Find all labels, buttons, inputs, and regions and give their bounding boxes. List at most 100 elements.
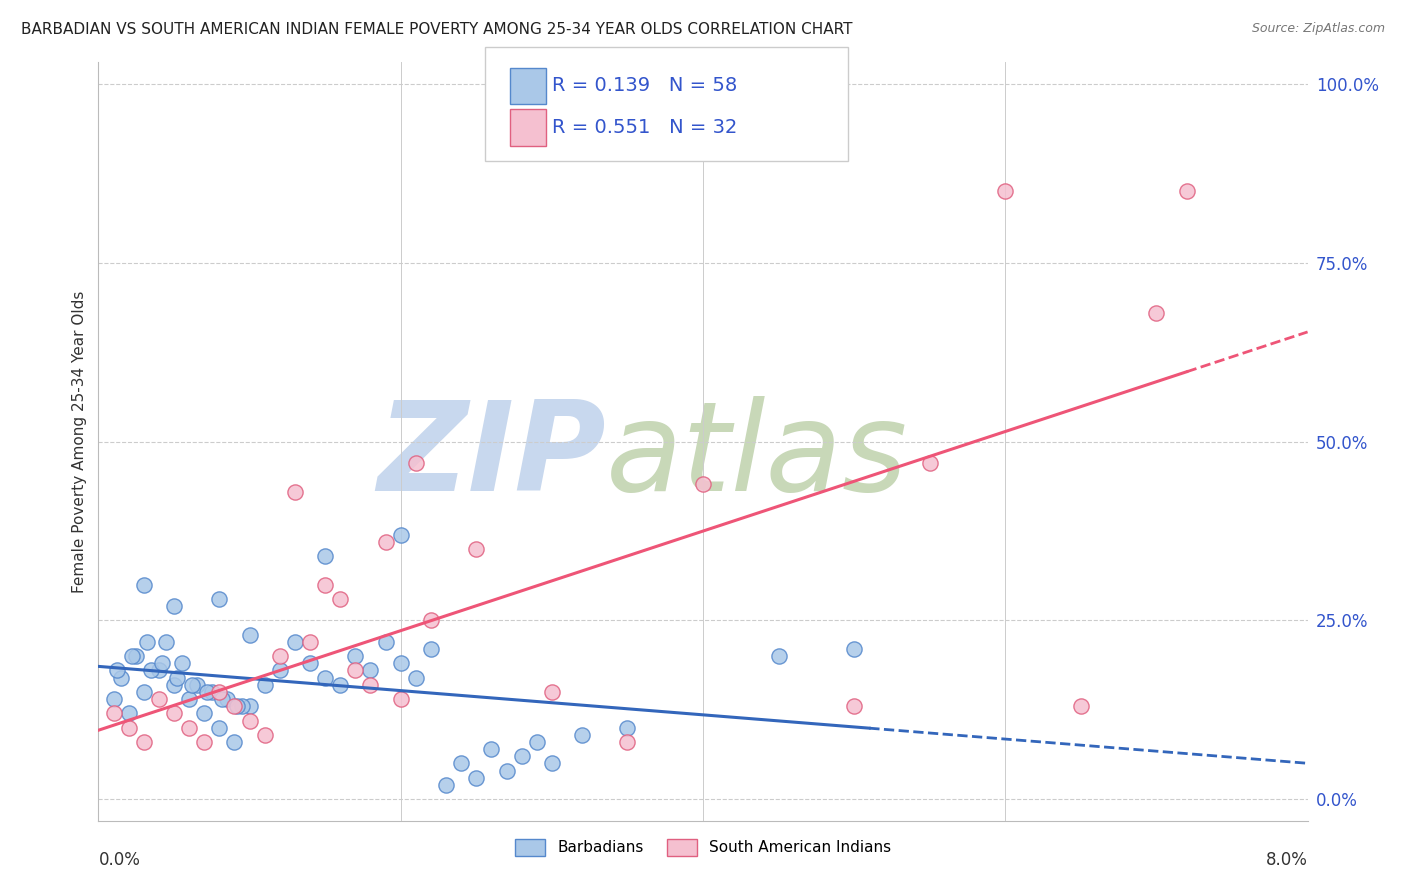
Point (314, 549, 336, 563)
Point (481, 742, 503, 756)
Point (125, 649, 148, 664)
Point (465, 541, 488, 556)
Point (132, 685, 155, 699)
Point (918, 456, 941, 470)
Point (148, 692, 170, 706)
Point (163, 678, 186, 692)
Point (420, 613, 443, 627)
Point (118, 706, 141, 721)
Point (526, 735, 548, 749)
Point (226, 699, 249, 714)
Point (692, 477, 714, 491)
Point (193, 706, 215, 721)
Point (224, 699, 246, 714)
Point (284, 484, 307, 499)
Point (314, 671, 336, 685)
Point (239, 714, 262, 728)
Point (179, 721, 201, 735)
Point (231, 699, 253, 714)
Point (299, 657, 322, 671)
Point (103, 706, 125, 721)
Point (1175, 184, 1198, 198)
Point (768, 649, 790, 664)
Point (1146, 306, 1168, 320)
Y-axis label: Female Poverty Among 25-34 Year Olds: Female Poverty Among 25-34 Year Olds (72, 291, 87, 592)
Text: Source: ZipAtlas.com: Source: ZipAtlas.com (1251, 22, 1385, 36)
Point (360, 664, 382, 678)
Point (389, 527, 412, 541)
Point (540, 685, 562, 699)
Text: atlas: atlas (606, 396, 908, 517)
Point (224, 735, 246, 749)
Point (166, 671, 188, 685)
Point (135, 635, 157, 649)
FancyBboxPatch shape (485, 47, 848, 161)
Point (208, 685, 231, 699)
Point (132, 577, 155, 591)
Point (253, 678, 276, 692)
Point (571, 728, 593, 742)
Point (450, 756, 472, 771)
Point (299, 635, 322, 649)
Point (269, 649, 291, 664)
Point (103, 692, 125, 706)
Point (186, 678, 208, 692)
Point (994, 184, 1017, 198)
Point (434, 778, 457, 792)
Point (163, 599, 186, 613)
Point (389, 657, 412, 671)
Text: 0.0%: 0.0% (98, 851, 141, 869)
Point (215, 692, 238, 706)
Point (150, 657, 173, 671)
Point (495, 764, 517, 778)
Point (344, 649, 367, 664)
Point (141, 664, 163, 678)
Point (179, 692, 201, 706)
Point (211, 692, 233, 706)
Point (132, 735, 155, 749)
Point (105, 664, 128, 678)
Point (155, 635, 177, 649)
Point (181, 678, 204, 692)
Point (374, 534, 396, 549)
FancyBboxPatch shape (509, 68, 546, 104)
Text: BARBADIAN VS SOUTH AMERICAN INDIAN FEMALE POVERTY AMONG 25-34 YEAR OLDS CORRELAT: BARBADIAN VS SOUTH AMERICAN INDIAN FEMAL… (21, 22, 852, 37)
Text: ZIP: ZIP (378, 396, 606, 517)
Point (269, 664, 291, 678)
Legend: Barbadians, South American Indians: Barbadians, South American Indians (509, 832, 897, 863)
Point (170, 657, 193, 671)
Point (616, 721, 638, 735)
Point (540, 756, 562, 771)
Point (374, 635, 396, 649)
Point (121, 649, 143, 664)
Point (360, 678, 382, 692)
Point (284, 635, 307, 649)
Point (208, 591, 231, 606)
Text: R = 0.551   N = 32: R = 0.551 N = 32 (551, 118, 737, 137)
FancyBboxPatch shape (509, 110, 546, 145)
Text: 8.0%: 8.0% (1265, 851, 1308, 869)
Point (201, 685, 224, 699)
Point (329, 591, 352, 606)
Point (405, 671, 427, 685)
Point (118, 721, 141, 735)
Point (510, 749, 533, 764)
Point (253, 728, 276, 742)
Point (208, 721, 231, 735)
Point (844, 642, 866, 657)
Point (110, 671, 132, 685)
Point (344, 664, 367, 678)
Point (239, 699, 262, 714)
Point (465, 771, 488, 785)
Point (239, 628, 262, 642)
Point (616, 735, 638, 749)
Point (314, 577, 336, 591)
Point (844, 699, 866, 714)
Point (405, 456, 427, 470)
Point (193, 735, 215, 749)
Point (329, 678, 352, 692)
Point (163, 706, 186, 721)
Point (1070, 699, 1092, 714)
Text: R = 0.139   N = 58: R = 0.139 N = 58 (551, 77, 737, 95)
Point (420, 642, 443, 657)
